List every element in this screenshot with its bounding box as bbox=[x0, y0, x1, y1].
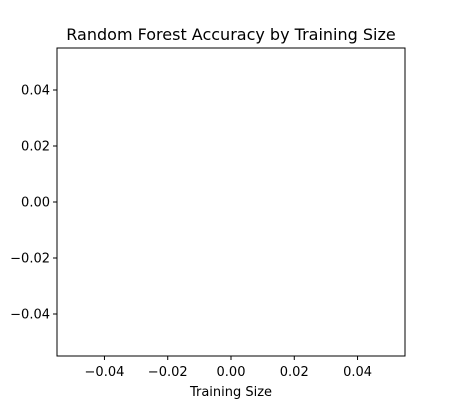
x-tick-label: 0.00 bbox=[217, 365, 246, 380]
y-axis-ticks: −0.04 −0.02 0.00 0.02 0.04 bbox=[10, 84, 57, 323]
y-tick-label: 0.04 bbox=[21, 84, 50, 99]
y-tick-label: 0.00 bbox=[21, 196, 50, 211]
x-tick-label: 0.04 bbox=[343, 365, 372, 380]
x-tick-label: −0.02 bbox=[148, 365, 188, 380]
y-tick-label: −0.02 bbox=[10, 252, 50, 267]
x-tick-label: 0.02 bbox=[280, 365, 309, 380]
chart-title: Random Forest Accuracy by Training Size bbox=[66, 25, 395, 44]
x-axis-label: Training Size bbox=[189, 385, 272, 400]
x-axis-ticks: −0.04 −0.02 0.00 0.02 0.04 bbox=[85, 356, 372, 380]
axes-frame bbox=[56, 47, 406, 357]
y-tick-label: −0.04 bbox=[10, 308, 50, 323]
y-tick-label: 0.02 bbox=[21, 140, 50, 155]
x-tick-label: −0.04 bbox=[85, 365, 125, 380]
